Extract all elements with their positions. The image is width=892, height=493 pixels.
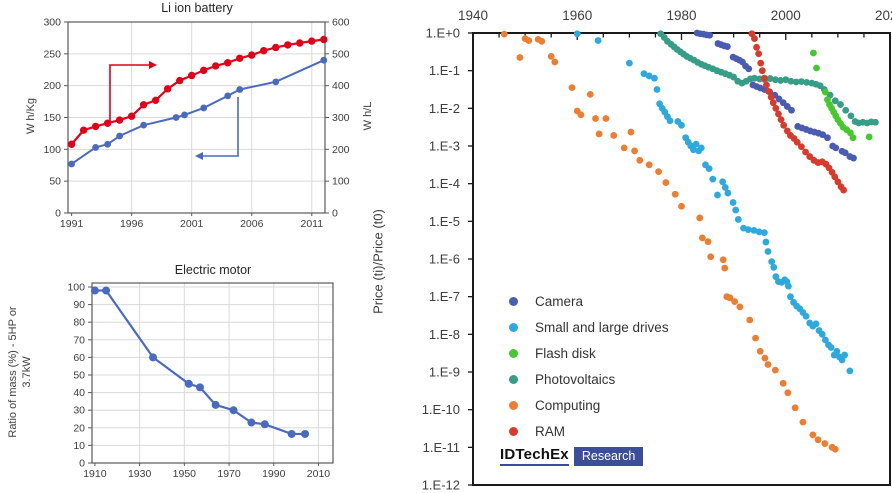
svg-text:1930: 1930 <box>128 468 152 480</box>
svg-text:1.E-9: 1.E-9 <box>429 365 460 380</box>
scatter-series-ram <box>748 30 848 194</box>
scatter-series-photovoltaics <box>657 30 879 127</box>
legend-dot-drives <box>509 322 518 332</box>
svg-text:1940: 1940 <box>458 8 488 23</box>
svg-text:1980: 1980 <box>666 8 696 23</box>
svg-text:60: 60 <box>73 352 85 364</box>
liion-chart-title: Li ion battery <box>161 1 233 15</box>
svg-text:1.E-3: 1.E-3 <box>429 139 460 154</box>
svg-text:40: 40 <box>73 387 85 399</box>
svg-text:1996: 1996 <box>120 218 144 230</box>
legend-label-flash-disk: Flash disk <box>535 345 596 361</box>
liion-series-1 <box>68 56 328 168</box>
legend-item-camera: Camera <box>506 288 669 314</box>
svg-text:2000: 2000 <box>771 8 801 23</box>
legend-item-flash-disk: Flash disk <box>506 340 669 366</box>
motor-chart-title: Electric motor <box>174 263 252 277</box>
svg-text:100: 100 <box>43 144 61 156</box>
legend-label-drives: Small and large drives <box>535 319 669 335</box>
svg-text:1970: 1970 <box>217 468 241 480</box>
svg-text:100: 100 <box>332 176 350 188</box>
svg-text:80: 80 <box>73 317 85 329</box>
svg-text:200: 200 <box>332 144 350 156</box>
svg-text:70: 70 <box>73 334 85 346</box>
scatter-series-small-and-large-drives <box>573 30 854 375</box>
legend-label-computing: Computing <box>535 397 601 413</box>
scatter-legend: Camera Small and large drives Flash disk… <box>506 288 669 444</box>
liion-plot: 0 50 100 150 200 250 300 0 100 200 300 400 500 600 199… <box>43 17 349 231</box>
legend-item-ram: RAM <box>506 418 669 444</box>
svg-text:0: 0 <box>332 208 338 220</box>
motor-plot: 0 10 20 30 40 50 60 70 80 90 100 1910 1930 1950 1970 19… <box>67 282 334 480</box>
legend-item-computing: Computing <box>506 392 669 418</box>
svg-text:250: 250 <box>43 48 61 60</box>
svg-text:0: 0 <box>79 458 85 470</box>
legend-dot-computing <box>509 400 518 410</box>
svg-text:100: 100 <box>67 282 85 294</box>
svg-text:300: 300 <box>332 112 350 124</box>
liion-left-axis-label: W h/Kg <box>25 97 37 135</box>
svg-text:2020: 2020 <box>875 8 892 23</box>
svg-text:30: 30 <box>73 405 85 417</box>
svg-text:500: 500 <box>332 48 350 60</box>
svg-text:1.E-2: 1.E-2 <box>429 101 460 116</box>
svg-text:1.E-10: 1.E-10 <box>422 402 460 417</box>
svg-text:50: 50 <box>73 370 85 382</box>
svg-text:1.E-12: 1.E-12 <box>422 478 460 493</box>
svg-text:200: 200 <box>43 80 61 92</box>
svg-text:2011: 2011 <box>300 218 323 230</box>
svg-text:1.E+0: 1.E+0 <box>426 26 460 41</box>
svg-text:2001: 2001 <box>180 218 204 230</box>
svg-text:1.E-11: 1.E-11 <box>423 440 460 455</box>
legend-item-drives: Small and large drives <box>506 314 669 340</box>
svg-text:20: 20 <box>73 422 85 434</box>
liion-axis-arrows <box>109 61 239 160</box>
legend-dot-flash-disk <box>509 348 518 358</box>
scatter-series-flash-disk <box>809 49 873 142</box>
svg-text:2006: 2006 <box>240 218 264 230</box>
svg-text:1990: 1990 <box>262 468 286 480</box>
svg-text:0: 0 <box>55 208 61 220</box>
research-badge: Research <box>573 446 644 466</box>
svg-text:1991: 1991 <box>60 218 84 230</box>
legend-label-photovoltaics: Photovoltaics <box>535 371 616 387</box>
legend-item-photovoltaics: Photovoltaics <box>506 366 669 392</box>
liion-right-axis-label: W h/L <box>362 101 374 131</box>
legend-dot-camera <box>509 296 518 306</box>
svg-text:1960: 1960 <box>562 8 592 23</box>
svg-text:1910: 1910 <box>83 468 107 480</box>
liion-series-0 <box>67 35 328 148</box>
svg-text:1950: 1950 <box>173 468 197 480</box>
idtechex-wordmark: IDTechEx <box>500 446 569 466</box>
svg-text:1.E-8: 1.E-8 <box>429 327 460 342</box>
svg-text:600: 600 <box>332 17 350 29</box>
svg-text:10: 10 <box>73 440 85 452</box>
motor-y-axis-label: Ratio of mass (%) - 5HP or 3.7kW <box>7 306 33 438</box>
svg-text:400: 400 <box>332 80 350 92</box>
svg-text:150: 150 <box>43 112 61 124</box>
svg-text:2010: 2010 <box>307 468 331 480</box>
svg-text:1.E-7: 1.E-7 <box>429 289 460 304</box>
scatter-y-axis-label: Price (ti)/Price (t0) <box>370 209 386 314</box>
svg-text:1.E-4: 1.E-4 <box>429 176 460 191</box>
svg-text:50: 50 <box>49 176 61 188</box>
svg-text:90: 90 <box>73 299 85 311</box>
scatter-series-computing <box>500 30 839 453</box>
motor-series <box>90 286 310 438</box>
scatter-series-camera <box>693 29 857 162</box>
idtechex-logo: IDTechEx Research <box>500 446 644 466</box>
svg-text:1.E-5: 1.E-5 <box>429 214 460 229</box>
legend-dot-ram <box>509 426 518 436</box>
svg-text:1.E-1: 1.E-1 <box>429 63 460 78</box>
svg-text:300: 300 <box>43 17 61 29</box>
scatter-plot: 1940 1960 1980 2000 2020 1.E+0 1.E-1 1.E-2 1.E-3… <box>422 8 892 493</box>
legend-label-ram: RAM <box>535 423 565 439</box>
legend-label-camera: Camera <box>535 293 584 309</box>
legend-dot-photovoltaics <box>509 374 518 384</box>
svg-text:1.E-6: 1.E-6 <box>429 252 460 267</box>
